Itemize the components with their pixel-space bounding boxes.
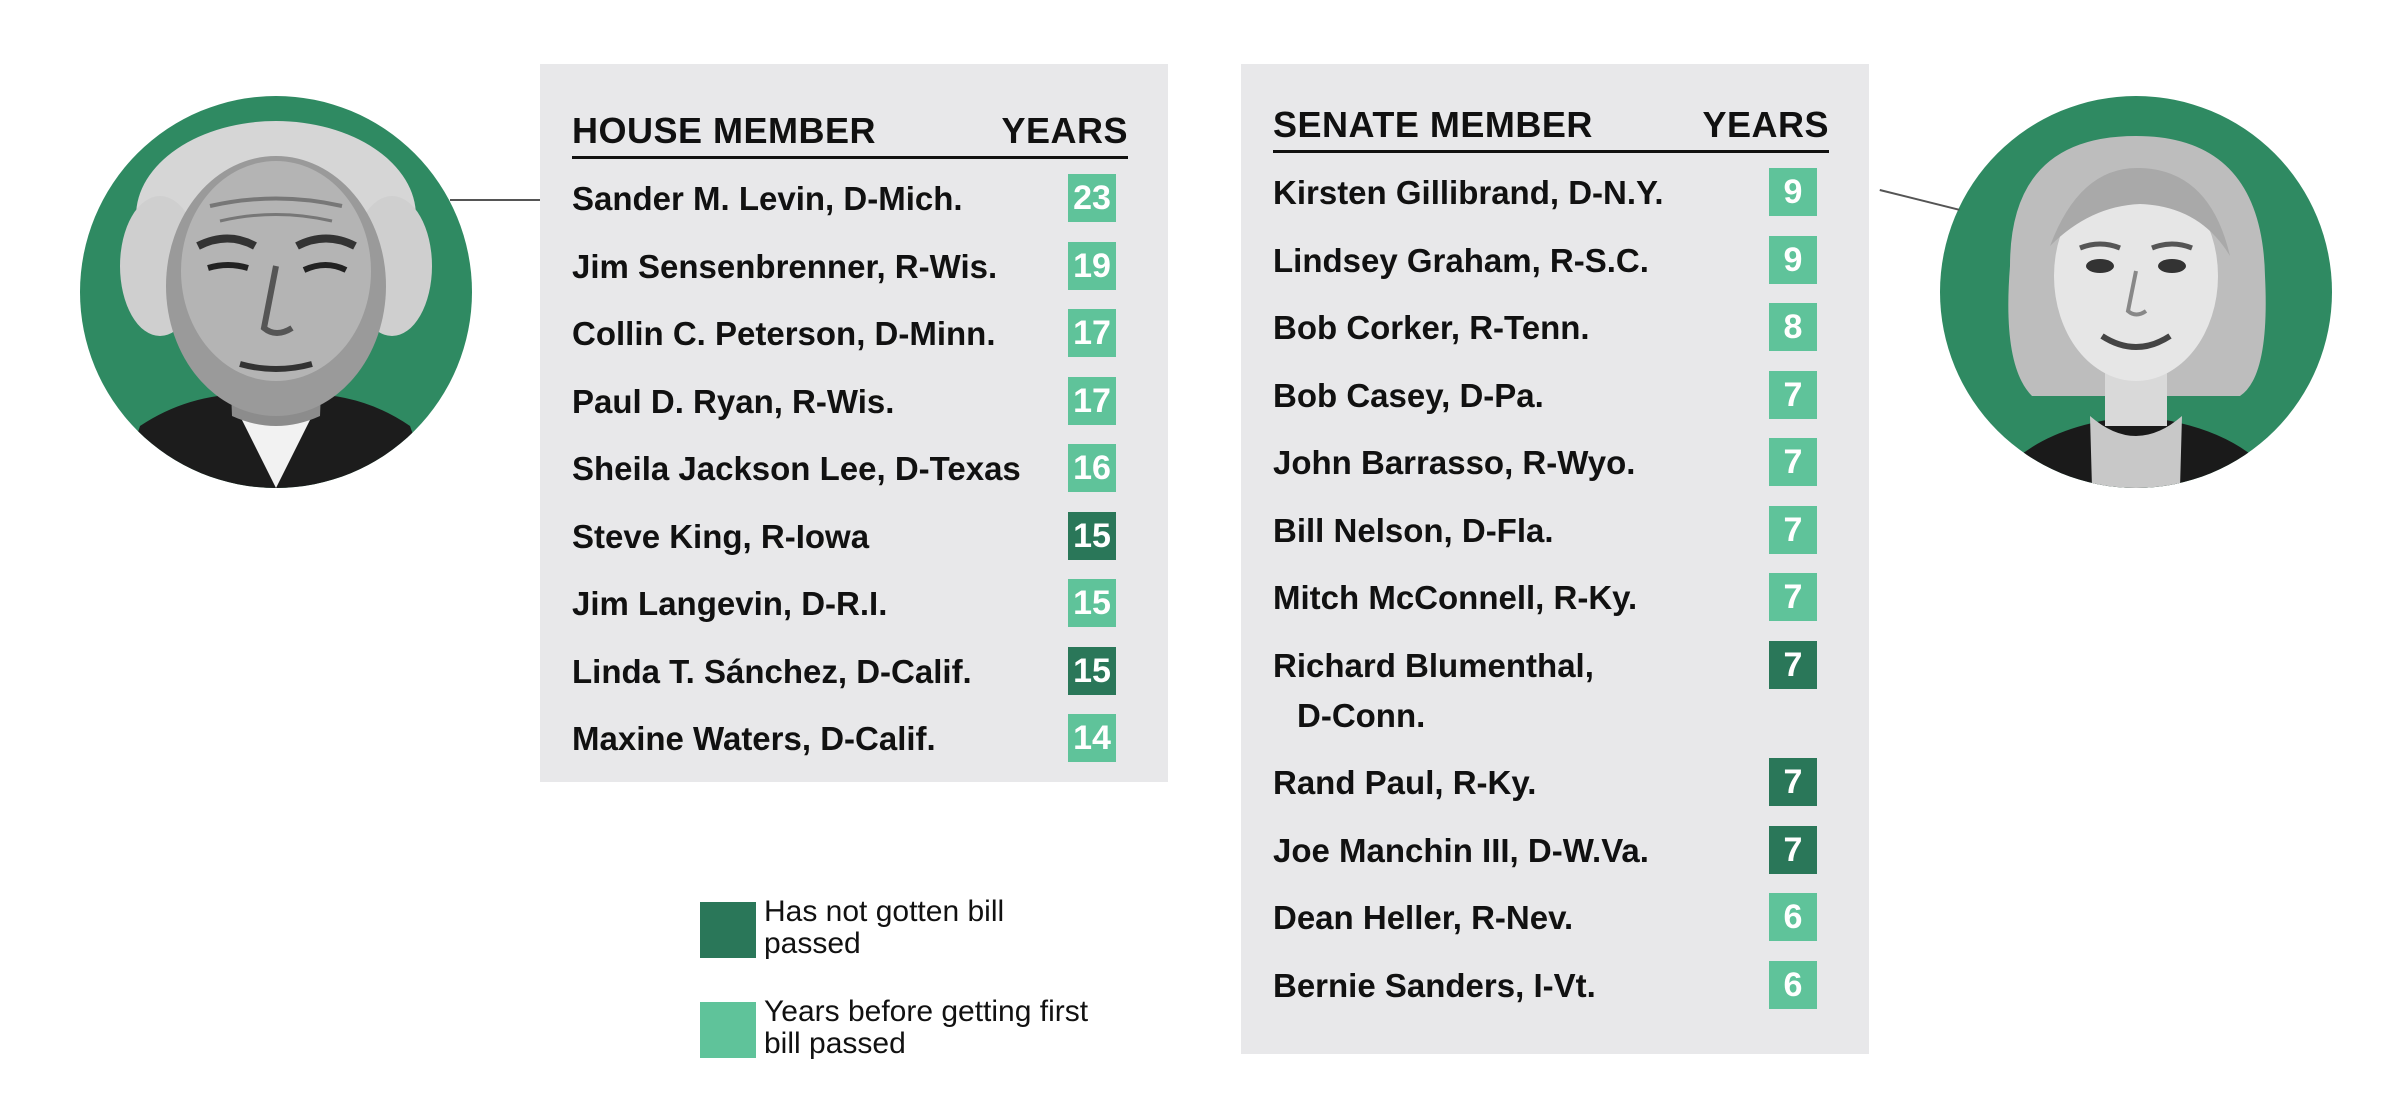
- member-name: Mitch McConnell, R-Ky.: [1273, 579, 1638, 616]
- years-badge: 8: [1769, 303, 1817, 351]
- member-name: John Barrasso, R-Wyo.: [1273, 444, 1636, 481]
- years-badge: 7: [1769, 573, 1817, 621]
- house-member-column-header: HOUSE MEMBER: [572, 110, 877, 151]
- years-badge: 16: [1068, 444, 1116, 492]
- senate-table-header: SENATE MEMBER YEARS: [1273, 98, 1829, 153]
- years-badge: 7: [1769, 825, 1817, 874]
- years-badge: 9: [1769, 235, 1817, 284]
- years-badge: 7: [1769, 640, 1817, 689]
- senate-portrait-connector: [1879, 189, 1960, 211]
- woman-portrait-icon: [1940, 96, 2332, 488]
- years-badge: 17: [1068, 309, 1116, 357]
- member-name: Jim Sensenbrenner, R-Wis.: [572, 247, 998, 285]
- legend-swatch-passed: [700, 1002, 756, 1058]
- member-name: Richard Blumenthal, D-Conn.: [1273, 646, 1594, 734]
- house-member-portrait: [80, 96, 472, 488]
- years-badge: 7: [1769, 758, 1817, 806]
- senate-member-table: SENATE MEMBER YEARS Kirsten Gillibrand, …: [1241, 64, 1869, 1054]
- member-name: Linda T. Sánchez, D-Calif.: [572, 652, 972, 690]
- house-table-header: HOUSE MEMBER YEARS: [572, 104, 1128, 159]
- member-name: Bill Nelson, D-Fla.: [1273, 511, 1554, 549]
- member-name: Bob Casey, D-Pa.: [1273, 376, 1544, 414]
- member-name: Paul D. Ryan, R-Wis.: [572, 382, 895, 420]
- member-name: Jim Langevin, D-R.I.: [572, 585, 888, 622]
- member-name: Sander M. Levin, D-Mich.: [572, 180, 963, 217]
- house-portrait-connector: [450, 199, 542, 201]
- years-badge: 15: [1068, 511, 1116, 560]
- legend-label-not-passed: Has not gotten bill passed: [764, 895, 1005, 960]
- house-member-table: HOUSE MEMBER YEARS Sander M. Levin, D-Mi…: [540, 64, 1168, 782]
- legend-item-passed: Years before getting first bill passed: [700, 996, 1100, 1060]
- years-badge: 19: [1068, 241, 1116, 290]
- member-name: Sheila Jackson Lee, D-Texas: [572, 450, 1021, 487]
- member-name: Bob Corker, R-Tenn.: [1273, 309, 1590, 346]
- legend-item-not-passed: Has not gotten bill passed: [700, 896, 1100, 960]
- member-name: Steve King, R-Iowa: [572, 517, 870, 555]
- senate-member-portrait: [1940, 96, 2332, 488]
- member-name: Joe Manchin III, D-W.Va.: [1273, 831, 1649, 869]
- legend-swatch-not-passed: [700, 902, 756, 958]
- years-badge: 7: [1769, 438, 1817, 486]
- legend-label-passed: Years before getting first bill passed: [764, 995, 1089, 1060]
- years-badge: 17: [1068, 376, 1116, 425]
- years-badge: 14: [1068, 714, 1116, 762]
- member-name: Kirsten Gillibrand, D-N.Y.: [1273, 174, 1664, 211]
- legend: Has not gotten bill passed Years before …: [700, 896, 1100, 1066]
- member-name: Dean Heller, R-Nev.: [1273, 899, 1574, 936]
- years-badge: 9: [1769, 168, 1817, 216]
- years-badge: 7: [1769, 370, 1817, 419]
- years-badge: 6: [1769, 893, 1817, 941]
- member-name: Collin C. Peterson, D-Minn.: [572, 315, 996, 352]
- member-name: Lindsey Graham, R-S.C.: [1273, 241, 1649, 279]
- years-badge: 15: [1068, 579, 1116, 627]
- years-badge: 15: [1068, 646, 1116, 695]
- house-years-column-header: YEARS: [1001, 110, 1128, 151]
- member-name: Bernie Sanders, I-Vt.: [1273, 966, 1596, 1004]
- elderly-man-portrait-icon: [80, 96, 472, 488]
- member-name: Rand Paul, R-Ky.: [1273, 764, 1537, 801]
- member-name: Maxine Waters, D-Calif.: [572, 720, 936, 757]
- years-badge: 23: [1068, 174, 1116, 222]
- years-badge: 7: [1769, 505, 1817, 554]
- senate-years-column-header: YEARS: [1702, 104, 1829, 145]
- years-badge: 6: [1769, 960, 1817, 1009]
- senate-member-column-header: SENATE MEMBER: [1273, 104, 1593, 145]
